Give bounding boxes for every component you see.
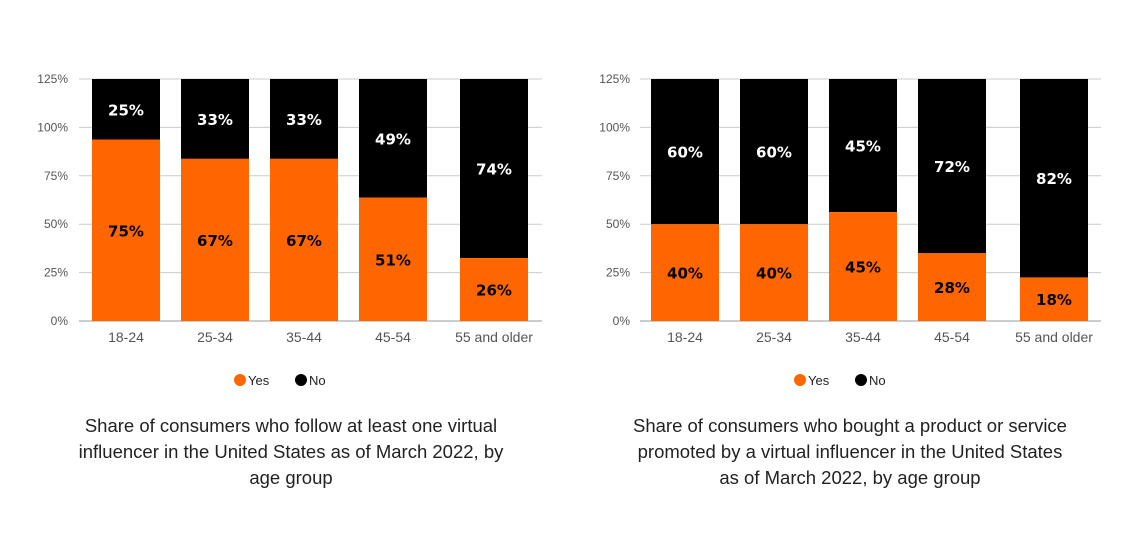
data-label-yes: 67% — [197, 232, 233, 250]
y-tick-label: 75% — [606, 169, 630, 183]
bar-yes — [92, 139, 160, 321]
bar-no — [829, 79, 897, 213]
legend-yes-label: Yes — [808, 373, 830, 388]
data-label-no: 82% — [1036, 170, 1072, 188]
bar-yes — [359, 197, 427, 321]
x-tick-label: 55 and older — [455, 329, 533, 345]
y-tick-label: 75% — [44, 169, 68, 183]
y-tick-label: 0% — [613, 314, 631, 328]
legend-yes-label: Yes — [248, 373, 270, 388]
data-label-yes: 28% — [934, 279, 970, 297]
bar-yes — [270, 158, 338, 321]
bar-no — [460, 79, 528, 259]
data-label-yes: 26% — [476, 282, 512, 300]
bar-yes — [651, 224, 719, 321]
legend-no-icon — [855, 374, 867, 386]
bar-yes — [1020, 277, 1088, 321]
y-tick-label: 50% — [606, 217, 630, 231]
x-tick-label: 35-44 — [286, 329, 322, 345]
data-label-yes: 75% — [108, 222, 144, 240]
data-label-no: 74% — [476, 161, 512, 179]
bar-no — [1020, 79, 1088, 278]
x-tick-label: 35-44 — [845, 329, 881, 345]
data-label-no: 33% — [197, 111, 233, 129]
bar-no — [92, 79, 160, 140]
bar-yes — [740, 224, 808, 321]
bar-yes — [181, 158, 249, 321]
x-tick-label: 18-24 — [108, 329, 144, 345]
legend-yes-icon — [234, 374, 246, 386]
data-label-no: 45% — [845, 138, 881, 156]
legend: Yes No — [234, 373, 326, 388]
legend-yes-icon — [794, 374, 806, 386]
chart-2-caption: Share of consumers who bought a product … — [633, 415, 1067, 488]
bar-no — [181, 79, 249, 159]
x-tick-label: 55 and older — [1015, 329, 1093, 345]
y-tick-label: 100% — [599, 120, 630, 134]
y-tick-label: 100% — [37, 120, 68, 134]
data-label-no: 72% — [934, 158, 970, 176]
bar-no — [651, 79, 719, 225]
chart-2: 0% 25% 50% 75% 100% 125% 40% 60% 18-24 40% 60% 25-3… — [599, 72, 1101, 388]
x-tick-label: 45-54 — [934, 329, 970, 345]
y-tick-label: 125% — [599, 72, 630, 86]
chart-1-caption: Share of consumers who follow at least o… — [78, 415, 504, 488]
data-label-no: 60% — [756, 144, 792, 162]
x-tick-label: 45-54 — [375, 329, 411, 345]
data-label-yes: 51% — [375, 251, 411, 269]
legend: Yes No — [794, 373, 886, 388]
y-tick-label: 0% — [51, 314, 69, 328]
bar-no — [918, 79, 986, 254]
data-label-yes: 45% — [845, 259, 881, 277]
data-label-yes: 40% — [756, 265, 792, 283]
data-label-no: 49% — [375, 130, 411, 148]
data-label-no: 60% — [667, 144, 703, 162]
data-label-yes: 40% — [667, 265, 703, 283]
bar-yes — [829, 212, 897, 321]
y-tick-label: 25% — [44, 266, 68, 280]
data-label-yes: 18% — [1036, 291, 1072, 309]
x-tick-label: 25-34 — [197, 329, 233, 345]
data-label-no: 33% — [286, 111, 322, 129]
bar-no — [740, 79, 808, 225]
bar-no — [270, 79, 338, 159]
y-tick-label: 50% — [44, 217, 68, 231]
data-label-no: 25% — [108, 101, 144, 119]
legend-no-label: No — [869, 373, 886, 388]
chart-1: 0% 25% 50% 75% 100% 125% 75% 25% 18-24 67% 33% 25-3… — [37, 72, 542, 388]
bar-yes — [460, 258, 528, 321]
x-tick-label: 18-24 — [667, 329, 703, 345]
bar-no — [359, 79, 427, 198]
x-tick-label: 25-34 — [756, 329, 792, 345]
y-tick-label: 25% — [606, 266, 630, 280]
bar-yes — [918, 253, 986, 321]
legend-no-label: No — [309, 373, 326, 388]
legend-no-icon — [295, 374, 307, 386]
y-tick-label: 125% — [37, 72, 68, 86]
data-label-yes: 67% — [286, 232, 322, 250]
